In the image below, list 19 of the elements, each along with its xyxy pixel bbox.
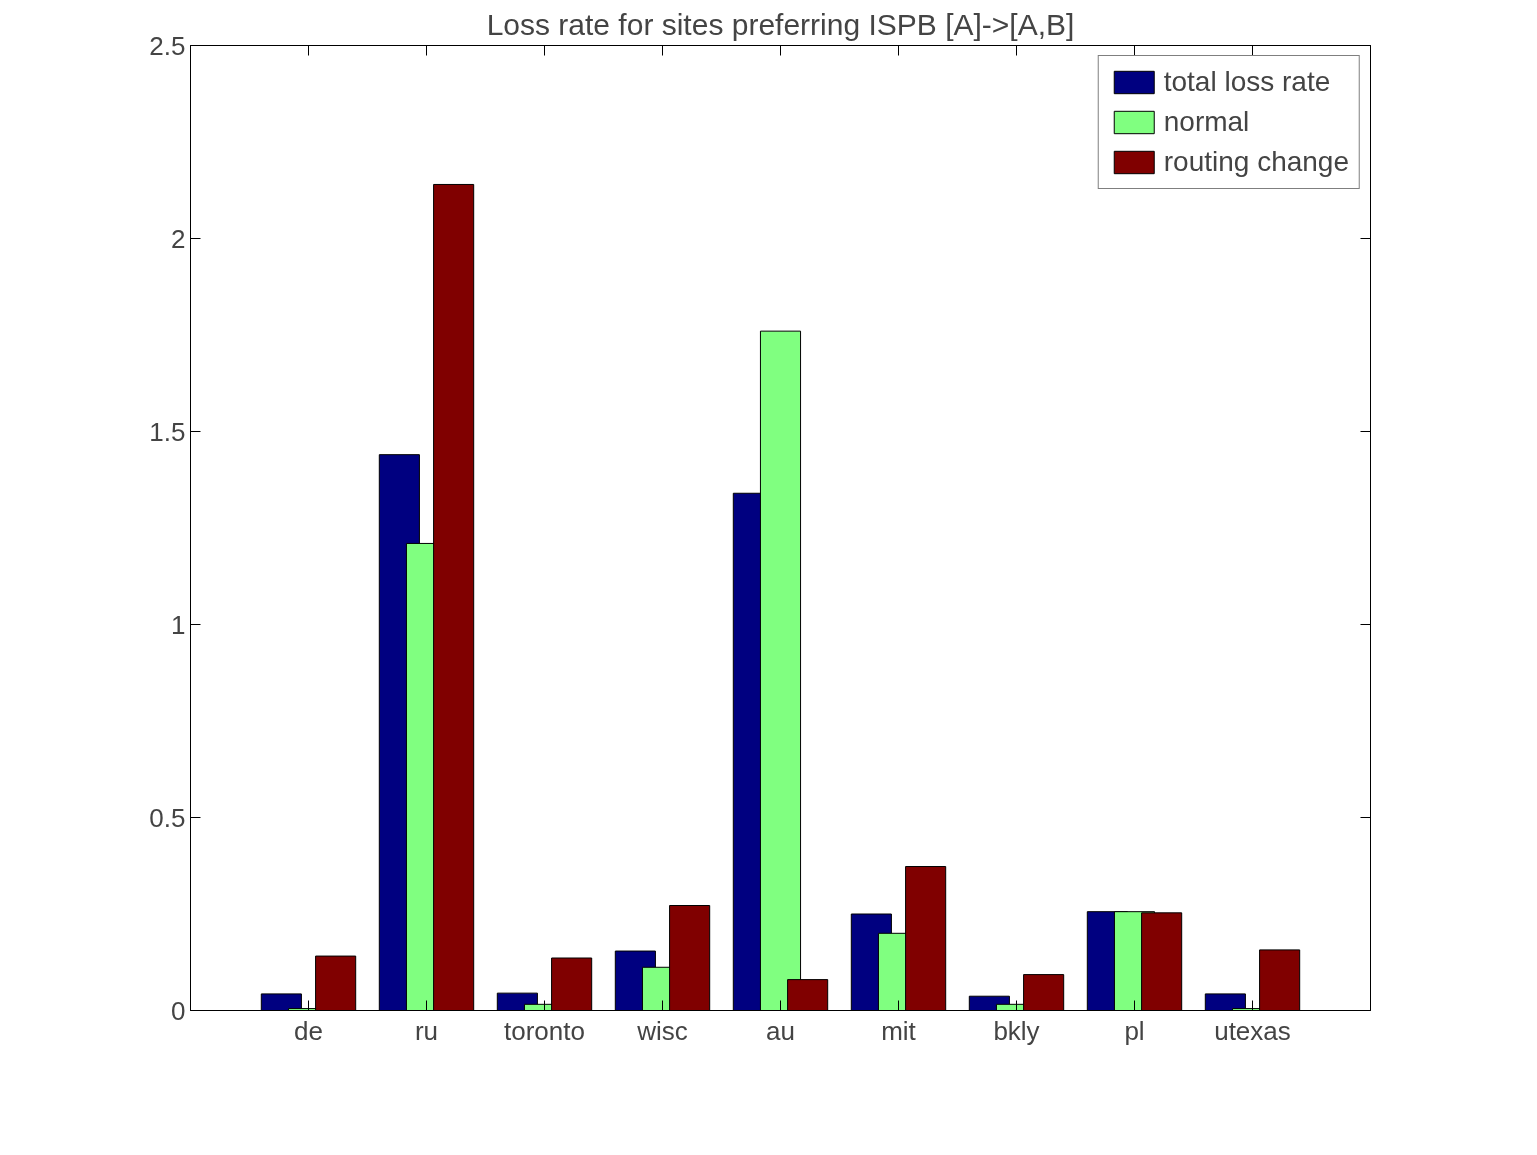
x-tick-label: wisc [636,1015,688,1046]
x-tick-label: au [766,1015,795,1046]
y-tick-label: 2.5 [149,30,186,61]
chart-title: Loss rate for sites preferring ISPB [A]->[A,B] [486,7,1075,41]
x-tick-label: toronto [504,1015,585,1046]
x-tick-label: bkly [993,1015,1040,1046]
y-tick-label: 0 [171,995,186,1026]
y-tick-label: 2 [171,223,186,254]
x-tick-label: mit [881,1015,917,1046]
x-tick-label: utexas [1214,1015,1291,1046]
y-tick-label: 1 [171,609,186,640]
x-tick-label: pl [1124,1015,1145,1046]
x-tick-label: ru [414,1015,439,1046]
x-tick-label: de [294,1015,323,1046]
y-tick-label: 0.5 [149,802,186,833]
legend-label: normal [1163,106,1250,138]
y-tick-label: 1.5 [149,416,186,447]
legend-label: routing change [1163,146,1349,178]
legend-label: total loss rate [1163,66,1331,98]
